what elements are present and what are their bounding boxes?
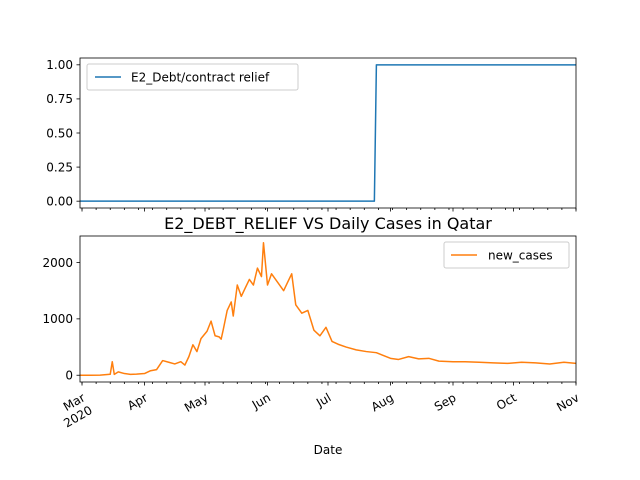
- bottom-legend: new_cases: [443, 241, 570, 269]
- bottom-xtick-label: Apr: [125, 390, 150, 413]
- bottom-series: [80, 242, 577, 376]
- bottom-xtick-label-line: Oct: [494, 390, 519, 413]
- bottom-ytick-label: 2000: [42, 256, 73, 270]
- bottom-xtick-label: Oct: [494, 390, 519, 413]
- bottom-xtick-label-line: Aug: [369, 390, 396, 414]
- top-ytick-label: 0.50: [46, 126, 73, 140]
- bottom-legend-label: new_cases: [488, 249, 553, 263]
- bottom-xtick-label: May: [182, 390, 210, 415]
- top-legend-box: [86, 63, 299, 91]
- bottom-y-ticks: 0 1000 2000: [42, 256, 80, 383]
- top-subplot: 0.00 0.25 0.50 0.75 1.00 E2_Debt/contract re…: [46, 57, 577, 212]
- bottom-xtick-label-line: Jul: [313, 390, 333, 410]
- bottom-subplot: E2_DEBT_RELIEF VS Daily Cases in Qatar 0…: [42, 214, 581, 457]
- chart-title: E2_DEBT_RELIEF VS Daily Cases in Qatar: [164, 214, 492, 234]
- bottom-xtick-label: Sep: [432, 390, 459, 413]
- x-axis-label: Date: [314, 443, 343, 457]
- bottom-ytick-label: 1000: [42, 312, 73, 326]
- top-axes-frame: [79, 57, 577, 209]
- top-ytick-label: 0.75: [46, 92, 73, 106]
- bottom-xtick-label-line: Sep: [432, 390, 459, 413]
- top-x-ticks: [81, 208, 577, 212]
- bottom-xtick-label-line: Jun: [249, 390, 273, 412]
- top-legend-label: E2_Debt/contract relief: [131, 71, 270, 85]
- bottom-xtick-label: Jul: [313, 390, 333, 410]
- bottom-xtick-label: Aug: [369, 390, 396, 414]
- top-ytick-label: 0.00: [46, 194, 73, 208]
- bottom-xtick-label: Nov: [554, 390, 581, 414]
- bottom-xtick-label-line: Apr: [125, 390, 150, 413]
- top-series: [80, 64, 576, 202]
- top-y-ticks: 0.00 0.25 0.50 0.75 1.00: [46, 58, 80, 208]
- top-legend: E2_Debt/contract relief: [86, 63, 299, 91]
- bottom-xtick-label-line: May: [182, 390, 210, 415]
- bottom-xtick-label: Jun: [249, 390, 273, 412]
- bottom-x-ticks: Mar2020 Apr May Jun Jul Aug Sep Oct Nov: [54, 382, 582, 430]
- top-series-line: [80, 64, 576, 202]
- bottom-ytick-label: 0: [65, 369, 73, 383]
- bottom-xtick-label-line: Nov: [554, 390, 581, 414]
- bottom-axes-frame: [79, 235, 577, 383]
- bottom-legend-box: [443, 241, 570, 269]
- top-ytick-label: 0.25: [46, 160, 73, 174]
- bottom-series-line: [80, 242, 577, 376]
- top-ytick-label: 1.00: [46, 58, 73, 72]
- bottom-xtick-label: Mar2020: [54, 390, 95, 430]
